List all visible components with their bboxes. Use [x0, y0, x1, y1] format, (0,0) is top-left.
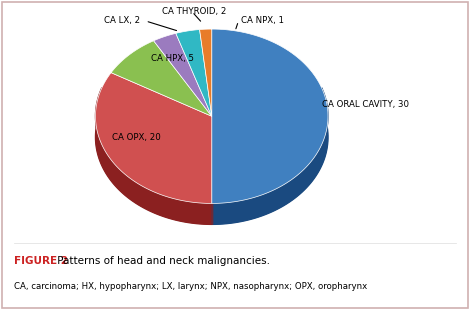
- Text: Patterns of head and neck malignancies.: Patterns of head and neck malignancies.: [54, 256, 270, 266]
- Polygon shape: [95, 73, 212, 203]
- Text: CA ORAL CAVITY, 30: CA ORAL CAVITY, 30: [322, 100, 409, 109]
- Polygon shape: [111, 41, 212, 116]
- Polygon shape: [176, 29, 212, 116]
- Polygon shape: [95, 88, 212, 224]
- Polygon shape: [212, 29, 328, 203]
- Polygon shape: [154, 33, 212, 116]
- Text: CA, carcinoma; HX, hypopharynx; LX, larynx; NPX, nasopharynx; OPX, oropharynx: CA, carcinoma; HX, hypopharynx; LX, lary…: [14, 282, 368, 291]
- Text: CA NPX, 1: CA NPX, 1: [241, 16, 284, 25]
- Text: CA OPX, 20: CA OPX, 20: [112, 133, 161, 142]
- Text: FIGURE 2: FIGURE 2: [14, 256, 68, 266]
- Polygon shape: [200, 29, 212, 116]
- Polygon shape: [212, 88, 328, 224]
- Text: CA LX, 2: CA LX, 2: [103, 16, 140, 25]
- Text: CA HPX, 5: CA HPX, 5: [151, 54, 194, 63]
- Text: CA THYROID, 2: CA THYROID, 2: [162, 7, 227, 16]
